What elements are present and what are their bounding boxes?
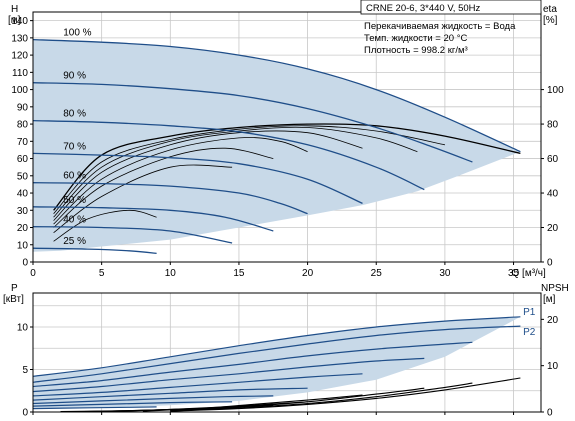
head-curve (32, 226, 233, 244)
power-curve (32, 387, 308, 401)
x-tick-label: 35 (508, 268, 520, 279)
y-tick-label: 40 (17, 189, 29, 200)
y-tick-label: 100 (11, 85, 28, 96)
power-envelope (33, 316, 521, 409)
y-axis-label: H (11, 4, 18, 15)
npsh-curve (170, 377, 521, 412)
power-curve (32, 316, 521, 377)
title-box (360, 0, 542, 15)
plot-frame (32, 292, 542, 413)
y-tick-label: 80 (17, 120, 29, 131)
y-tick-label: 140 (11, 16, 28, 27)
eta-tick-label: 100 (547, 85, 564, 96)
eta-curve (53, 147, 274, 228)
eta-curve (53, 126, 418, 218)
power-curve (32, 341, 473, 388)
y-tick-label: 60 (17, 154, 29, 165)
eta-curve (53, 209, 157, 242)
y-tick-label: 50 (17, 171, 29, 182)
y-tick-label: 10 (17, 323, 29, 334)
eta-tick-label: 80 (547, 120, 559, 131)
y-tick-label: 130 (11, 33, 28, 44)
eta-tick-label: 20 (547, 223, 559, 234)
head-curve-label: 60 % (63, 171, 86, 182)
head-curve (32, 82, 473, 163)
head-curve (32, 206, 274, 232)
eta-axis-label: eta (543, 4, 557, 15)
head-curve-label: 70 % (63, 141, 86, 152)
y-tick-label: 90 (17, 102, 29, 113)
eta-curve (53, 164, 233, 234)
head-curve-label: 50 % (63, 195, 86, 206)
power-curve (32, 325, 521, 383)
p1-label: P1 (523, 307, 536, 318)
x-axis-label: Q [м³/ч] (511, 268, 546, 279)
p-axis-label: P (11, 283, 18, 294)
y-tick-label: 0 (22, 258, 28, 269)
y-tick-label: 5 (22, 365, 28, 376)
npsh-tick-label: 0 (547, 408, 553, 419)
plot-frame (32, 11, 542, 263)
power-curve (32, 395, 274, 405)
power-chart: P1 P2 0 5 10 0 10 20 P[кВт] NPSH[м] (3, 283, 569, 419)
chart-title: CRNE 20-6, 3*440 V, 50Hz (366, 3, 480, 14)
head-curve-label: 100 % (63, 28, 91, 39)
eta-curve (53, 123, 521, 211)
x-tick-label: 10 (165, 268, 177, 279)
power-curve (32, 401, 233, 407)
liquid-info: Темп. жидкости = 20 °C (364, 33, 467, 44)
x-tick-label: 20 (302, 268, 314, 279)
power-curve (32, 373, 363, 397)
head-curve (32, 182, 308, 215)
power-curve (32, 357, 425, 393)
eta-tick-label: 40 (547, 189, 559, 200)
y-tick-label: 120 (11, 51, 28, 62)
operating-envelope (33, 39, 521, 252)
y-tick-label: 20 (17, 223, 29, 234)
head-curve-label: 25 % (63, 236, 86, 247)
npsh-curve (60, 409, 157, 413)
y-tick-label: 0 (22, 408, 28, 419)
npsh-axis-unit: [м] (543, 294, 556, 305)
head-chart: 100 % 90 % 80 % 70 % 60 % 50 % 40 % 25 % 0 10 20 30… (8, 0, 564, 279)
x-tick-label: 15 (233, 268, 245, 279)
head-curve (32, 38, 521, 153)
eta-curve (53, 130, 363, 221)
npsh-tick-label: 10 (547, 361, 559, 372)
eta-tick-label: 60 (547, 154, 559, 165)
eta-curve (53, 137, 308, 225)
head-curve (32, 152, 363, 204)
eta-tick-label: 0 (547, 258, 553, 269)
y-tick-label: 10 (17, 240, 29, 251)
head-curve (32, 247, 157, 255)
y-tick-label: 30 (17, 206, 29, 217)
p-axis-unit: [кВт] (3, 294, 24, 305)
x-tick-label: 5 (99, 268, 105, 279)
head-curve-label: 90 % (63, 71, 86, 82)
liquid-info: Перекачиваемая жидкость = Вода (364, 21, 516, 32)
x-tick-label: 0 (30, 268, 36, 279)
liquid-info: Плотность = 998.2 кг/м³ (364, 45, 468, 56)
head-curve (32, 119, 425, 191)
npsh-tick-label: 20 (547, 315, 559, 326)
head-curve-label: 40 % (63, 215, 86, 226)
x-tick-label: 30 (439, 268, 451, 279)
y-axis-unit: [м] (8, 15, 21, 26)
p2-label: P2 (523, 327, 536, 338)
y-tick-label: 70 (17, 137, 29, 148)
x-tick-label: 25 (371, 268, 383, 279)
eta-axis-unit: [%] (543, 15, 558, 26)
eta-curve (53, 125, 445, 214)
power-curve (32, 406, 157, 410)
y-tick-label: 110 (12, 68, 28, 79)
head-curve-label: 80 % (63, 109, 86, 120)
npsh-axis-label: NPSH (541, 283, 569, 294)
